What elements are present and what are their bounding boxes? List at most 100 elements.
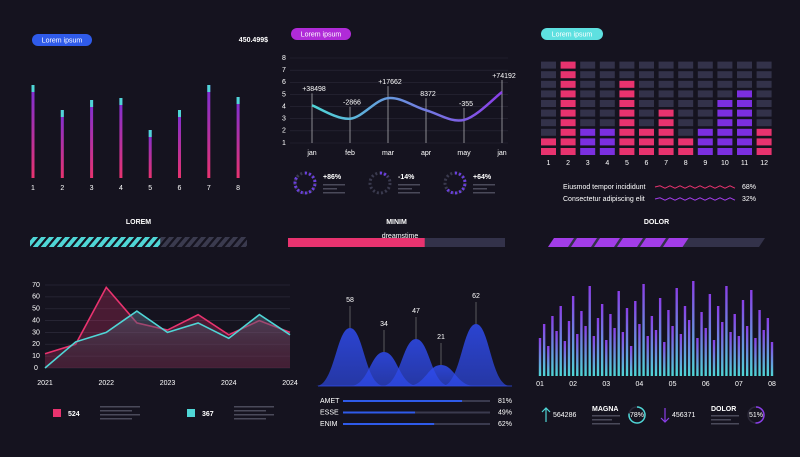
x-tick-label: mar xyxy=(382,150,395,157)
placeholder-text xyxy=(323,188,337,190)
legend-label: Consectetur adipiscing elit xyxy=(563,196,645,203)
y-tick-label: 40 xyxy=(32,317,40,324)
x-tick-label: may xyxy=(457,150,471,157)
segment xyxy=(678,119,694,127)
segment xyxy=(560,148,576,155)
bar xyxy=(567,321,571,376)
placeholder-text xyxy=(234,406,274,408)
segment xyxy=(639,90,654,98)
bar xyxy=(741,300,745,376)
segment-column xyxy=(697,61,713,155)
peak-label: 34 xyxy=(380,321,388,328)
x-tick-label: 03 xyxy=(602,381,610,388)
segment xyxy=(599,71,615,79)
x-tick-label: 06 xyxy=(702,381,710,388)
segment xyxy=(756,148,772,155)
placeholder-text xyxy=(323,192,345,194)
y-tick-label: 1 xyxy=(282,140,286,147)
x-tick-label: 2021 xyxy=(37,380,53,387)
bar xyxy=(700,312,703,376)
segment xyxy=(697,109,713,117)
bar xyxy=(704,328,707,376)
bar xyxy=(696,338,699,376)
segment xyxy=(541,80,556,88)
segment xyxy=(737,128,752,136)
bar xyxy=(737,336,741,376)
bar xyxy=(642,284,645,376)
x-tick-label: 2 xyxy=(60,185,64,192)
bar xyxy=(766,318,770,376)
bar xyxy=(588,286,591,376)
segment xyxy=(541,128,556,136)
x-tick-label: jan xyxy=(306,150,316,157)
gauge-label: 51% xyxy=(749,412,763,419)
bar xyxy=(609,314,612,376)
gauge-label: +86% xyxy=(323,174,342,181)
segment xyxy=(619,71,635,79)
x-tick-label: 12 xyxy=(760,160,768,167)
segment xyxy=(639,128,654,136)
segment xyxy=(737,119,752,127)
peak xyxy=(316,328,384,386)
x-tick-label: 5 xyxy=(625,160,629,167)
bar xyxy=(613,328,616,376)
bar xyxy=(745,326,749,376)
segment xyxy=(619,90,635,98)
bar xyxy=(687,320,691,376)
annotation: +17662 xyxy=(378,79,402,86)
progress-segment xyxy=(617,238,643,247)
annotation: -355 xyxy=(459,101,473,108)
bar xyxy=(638,324,641,376)
segment xyxy=(678,148,694,155)
bar xyxy=(31,85,35,178)
segment xyxy=(560,71,576,79)
y-tick-label: 50 xyxy=(32,306,40,313)
placeholder-text xyxy=(100,410,132,412)
segment xyxy=(737,71,752,79)
area xyxy=(45,311,290,368)
segment xyxy=(717,138,733,146)
segment-column xyxy=(639,61,654,155)
bar-track xyxy=(343,411,490,414)
segment-column xyxy=(737,61,752,155)
annotation: -2866 xyxy=(343,100,361,107)
segment xyxy=(697,128,713,136)
bar xyxy=(580,311,583,376)
segment xyxy=(619,119,635,127)
bar-cap xyxy=(207,85,211,92)
segment xyxy=(756,119,772,127)
segment xyxy=(756,71,772,79)
placeholder-text xyxy=(711,419,731,421)
bar xyxy=(605,340,608,376)
x-tick-label: 8 xyxy=(684,160,688,167)
segment xyxy=(756,109,772,117)
progress-title: DOLOR xyxy=(644,219,669,226)
total-value: 367 xyxy=(202,411,214,418)
line xyxy=(311,90,503,122)
bar xyxy=(629,346,633,376)
segment xyxy=(697,148,713,155)
segment xyxy=(697,71,713,79)
segment xyxy=(580,119,596,127)
segment xyxy=(756,128,772,136)
x-tick-label: 08 xyxy=(768,381,776,388)
segment xyxy=(599,128,615,136)
segment xyxy=(560,61,576,69)
bar xyxy=(683,306,687,376)
peak-label: 58 xyxy=(346,297,354,304)
peak xyxy=(442,324,510,386)
segment xyxy=(599,90,615,98)
bar-label: AMET xyxy=(320,398,340,405)
segment xyxy=(639,100,654,107)
gauge-label: 78% xyxy=(630,412,644,419)
tag-label: Lorem ipsum xyxy=(301,31,342,38)
segment xyxy=(697,100,713,107)
segment xyxy=(678,80,694,88)
annotation: +38498 xyxy=(302,86,326,93)
segment xyxy=(697,119,713,127)
x-tick-label: 2 xyxy=(566,160,570,167)
bar-cap xyxy=(119,98,123,105)
bar xyxy=(721,322,724,376)
placeholder-text xyxy=(398,192,420,194)
segment xyxy=(619,109,635,117)
